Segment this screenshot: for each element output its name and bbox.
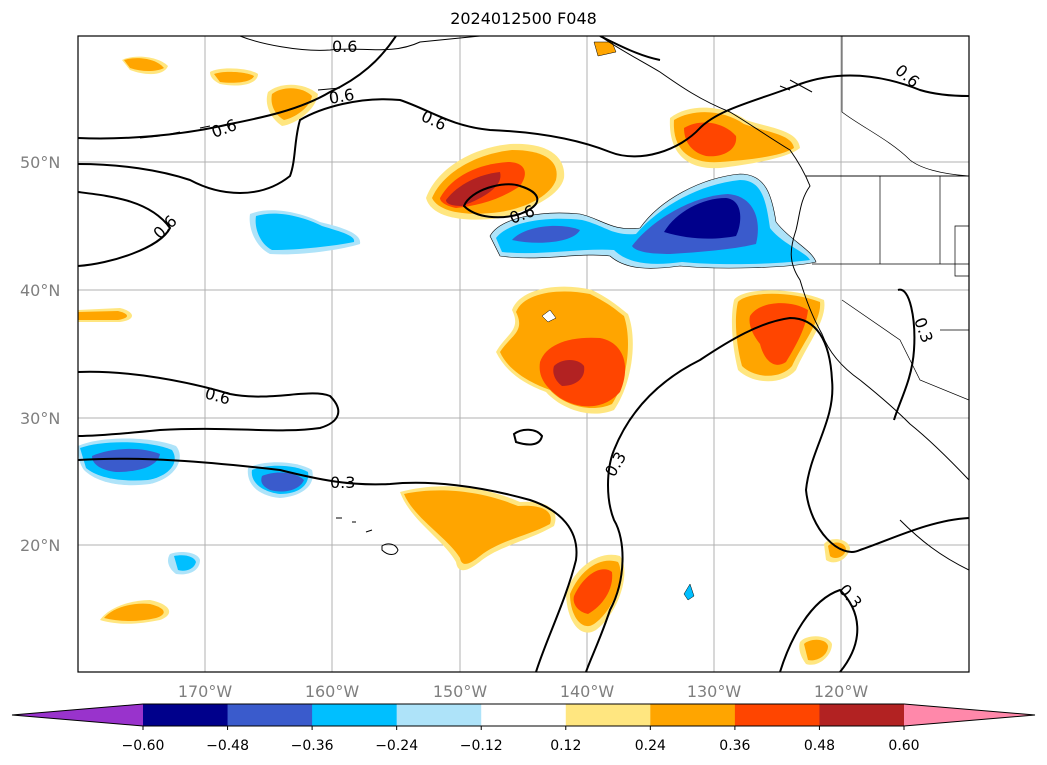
map-frame [77, 35, 970, 673]
colorbar-segment [143, 704, 229, 726]
lon-label-160w: 160°W [305, 682, 360, 701]
colorbar-tick-label: −0.24 [375, 738, 418, 754]
map-title: 2024012500 F048 [450, 9, 597, 28]
colorbar-segment [734, 704, 820, 726]
cold-anomaly-aleutian [249, 210, 361, 255]
colorbar-extend-low [12, 704, 143, 726]
colorbar-segment [650, 704, 736, 726]
longitude-labels: 170°W 160°W 150°W 140°W 130°W 120°W [178, 682, 869, 701]
borders [806, 36, 969, 401]
lon-label-120w: 120°W [814, 682, 869, 701]
lat-label-20n: 20°N [20, 536, 60, 555]
lon-label-170w: 170°W [178, 682, 233, 701]
colorbar-ticks: −0.60 −0.48 −0.36 −0.24 −0.12 0.12 0.24 0.36 0.4… [122, 726, 920, 754]
colorbar-segment [396, 704, 482, 726]
latitude-labels: 50°N 40°N 30°N 20°N [20, 153, 60, 555]
warm-anomaly-hawaii [400, 486, 556, 571]
warm-anomaly-north [426, 143, 565, 220]
contour-lines [78, 36, 969, 672]
colorbar-extend-high [904, 704, 1035, 726]
warm-anomaly-small [78, 41, 850, 665]
coastlines [139, 36, 969, 571]
colorbar [11, 703, 1036, 727]
colorbar-tick-label: −0.36 [291, 738, 334, 754]
lon-label-150w: 150°W [433, 682, 488, 701]
colorbar-tick-label: 0.24 [635, 738, 666, 754]
lat-label-40n: 40°N [20, 281, 60, 300]
colorbar-tick-label: 0.36 [719, 738, 750, 754]
colorbar-segment [819, 704, 905, 726]
contour-label: 0.6 [332, 37, 357, 56]
colorbar-segment [565, 704, 651, 726]
colorbar-tick-label: −0.60 [122, 738, 165, 754]
contour-label: 0.3 [330, 473, 355, 492]
warm-anomaly-central [496, 286, 633, 414]
colorbar-tick-label: 0.48 [804, 738, 835, 754]
colorbar-tick-label: −0.12 [460, 738, 503, 754]
colorbar-segment [227, 704, 313, 726]
colorbar-tick-label: 0.60 [888, 738, 919, 754]
lat-label-50n: 50°N [20, 153, 60, 172]
colorbar-tick-label: −0.48 [206, 738, 249, 754]
cold-anomaly-northeast [489, 173, 817, 269]
colorbar-segment [481, 704, 567, 726]
lon-label-140w: 140°W [560, 682, 615, 701]
contour-label: 0.6 [327, 85, 355, 108]
cold-anomaly-west [78, 438, 695, 601]
lon-label-130w: 130°W [687, 682, 742, 701]
colorbar-segment [312, 704, 398, 726]
warm-anomaly-coast [731, 290, 825, 382]
colorbar-tick-label: 0.12 [550, 738, 581, 754]
lat-label-30n: 30°N [20, 409, 60, 428]
